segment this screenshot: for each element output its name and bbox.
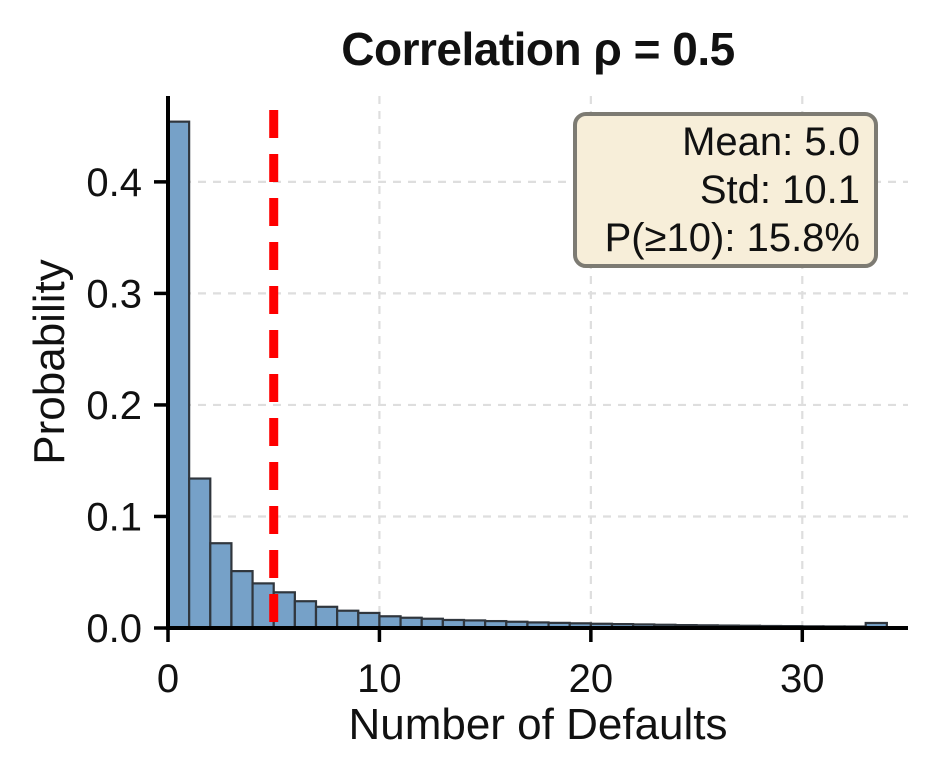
y-tick-label-0.3: 0.3 — [86, 272, 142, 316]
y-tick-label-0.2: 0.2 — [86, 384, 142, 428]
y-tick-label-0.1: 0.1 — [86, 495, 142, 539]
x-tick-label-20: 20 — [569, 657, 614, 701]
histogram-bar-8 — [336, 609, 360, 630]
x-tick-label-10: 10 — [357, 657, 402, 701]
histogram-bar-0 — [166, 120, 191, 630]
x-axis-label: Number of Defaults — [348, 700, 728, 749]
y-axis-label: Probability — [25, 259, 74, 465]
histogram-bar-7 — [314, 605, 339, 630]
stat-tail-probability: P(≥10): 15.8% — [604, 216, 860, 260]
histogram-bar-2 — [209, 542, 233, 630]
histogram-bar-6 — [293, 600, 318, 630]
histogram-bar-1 — [188, 477, 212, 630]
histogram-bar-3 — [230, 570, 254, 630]
x-tick-label-0: 0 — [157, 657, 179, 701]
histogram-bar-9 — [357, 611, 381, 630]
stat-std: Std: 10.1 — [699, 168, 860, 212]
chart-title: Correlation ρ = 0.5 — [341, 23, 735, 75]
y-tick-label-0: 0.0 — [86, 607, 142, 651]
x-tick-label-30: 30 — [780, 657, 825, 701]
stat-mean: Mean: 5.0 — [682, 120, 860, 164]
y-tick-label-0.4: 0.4 — [86, 161, 142, 205]
stats-annotation-box: Mean: 5.0 Std: 10.1 P(≥10): 15.8% — [573, 112, 878, 268]
